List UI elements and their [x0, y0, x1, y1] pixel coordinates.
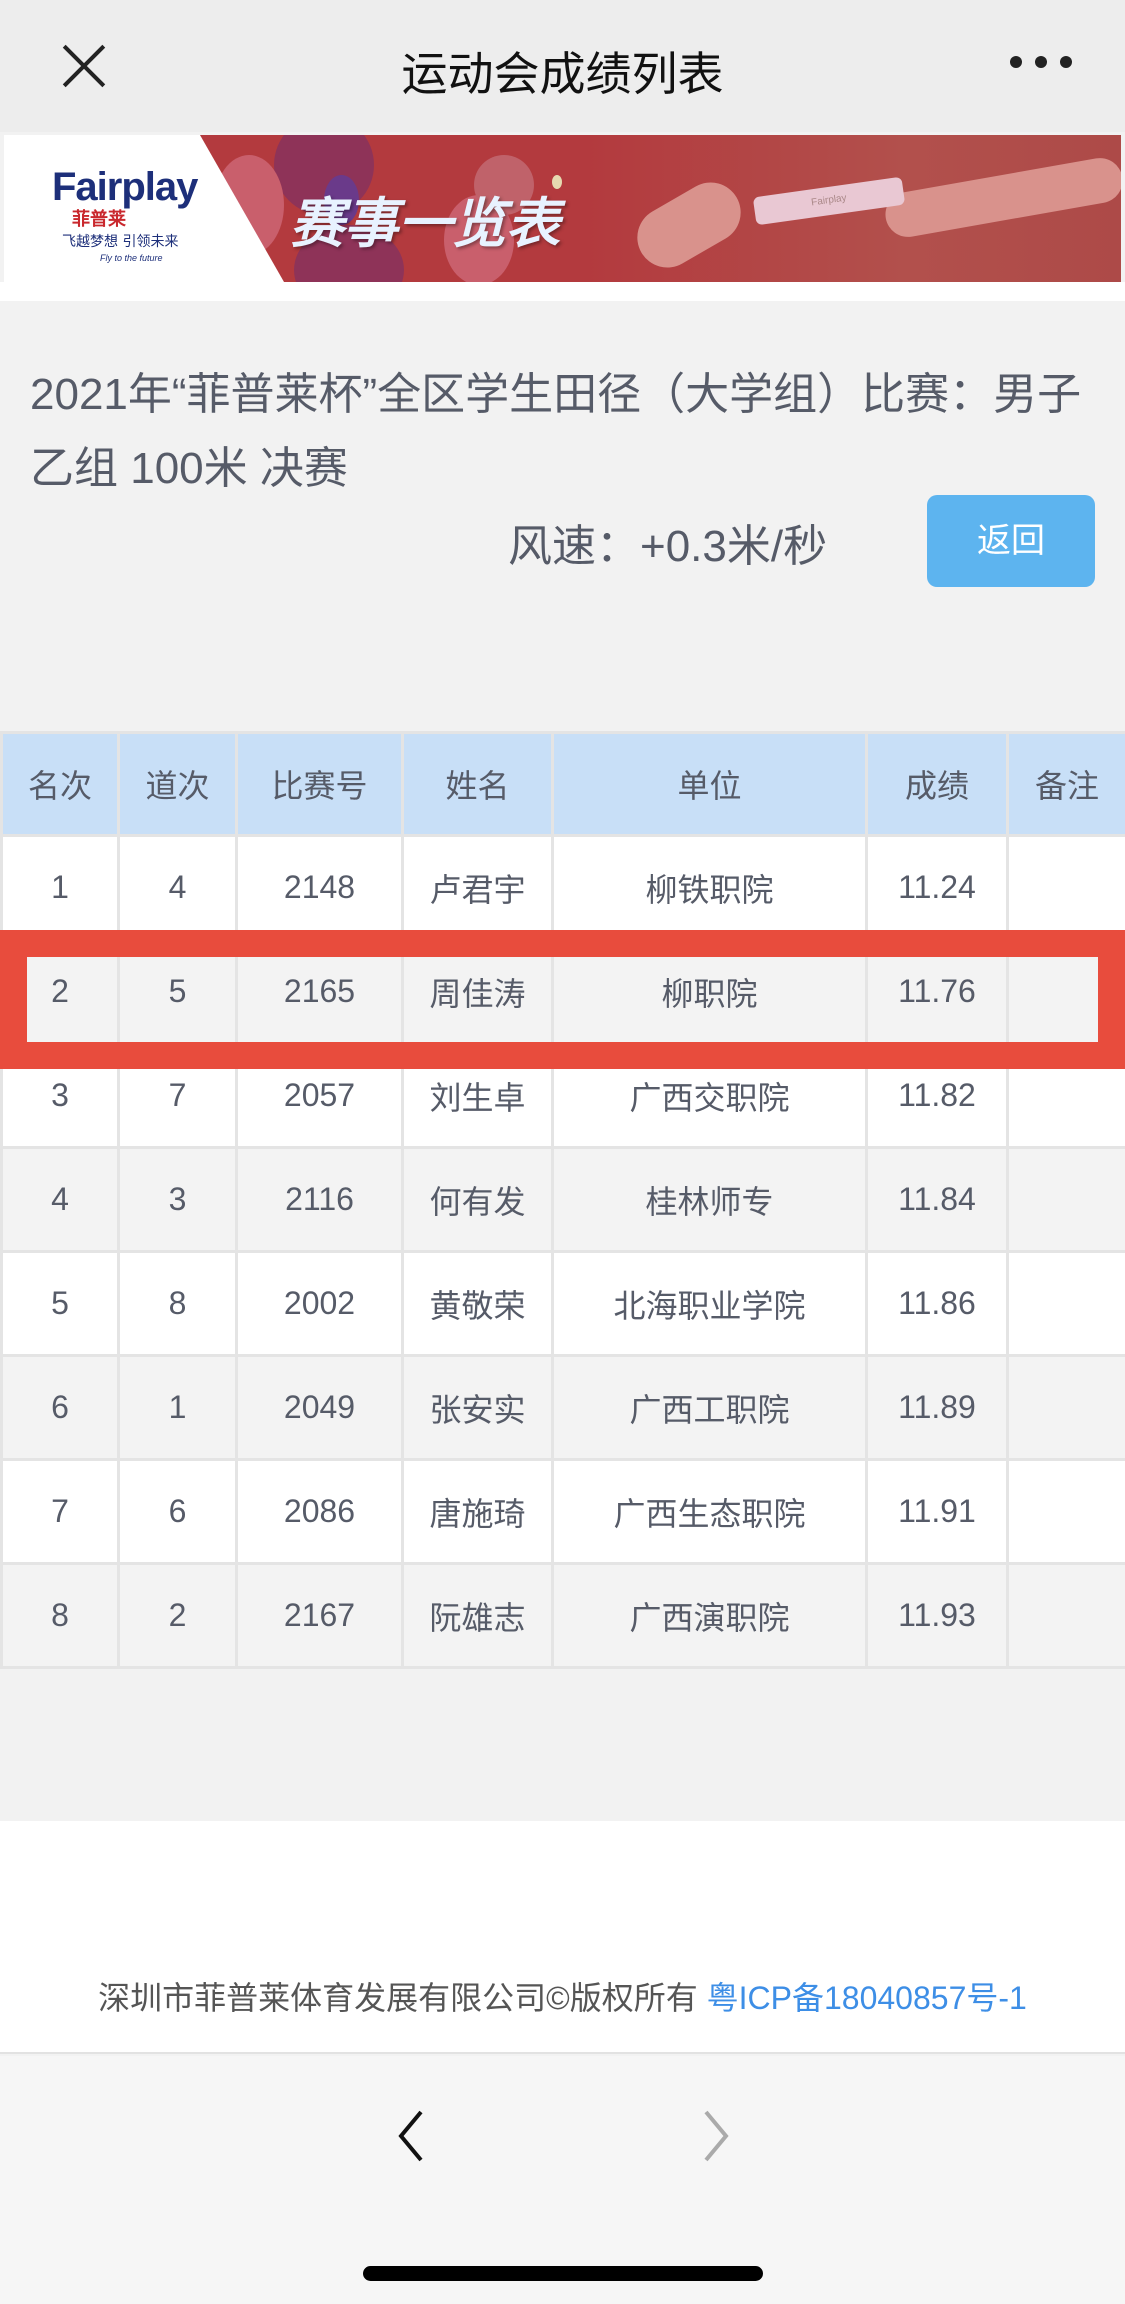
decor-circle [324, 175, 359, 225]
table-cell: 4 [117, 834, 238, 941]
table-cell: 何有发 [401, 1146, 554, 1253]
table-cell [1006, 1042, 1125, 1149]
table-cell: 广西工职院 [551, 1354, 868, 1461]
table-cell: 11.76 [865, 938, 1009, 1045]
page-title: 运动会成绩列表 [401, 48, 724, 100]
fairplay-logo: Fairplay [52, 165, 198, 209]
column-header: 备注 [1006, 731, 1125, 837]
table-cell: 阮雄志 [401, 1562, 554, 1669]
table-row: 5 8 2002 黄敬荣 北海职业学院 11.86 [0, 1250, 1125, 1357]
tagline: Fly to the future [100, 253, 163, 263]
table-cell: 2002 [235, 1250, 404, 1357]
more-dots-icon[interactable] [1010, 56, 1072, 72]
decor-dot [552, 175, 562, 189]
table-cell: 2116 [235, 1146, 404, 1253]
table-cell [1006, 938, 1125, 1045]
table-cell: 2165 [235, 938, 404, 1045]
table-cell: 周佳涛 [401, 938, 554, 1045]
table-cell: 5 [117, 938, 238, 1045]
browser-toolbar [0, 2056, 1125, 2304]
results-table: 名次 道次 比赛号 姓名 单位 成绩 备注 1 4 2148 卢君宇 柳铁职院 11.24 2 5 2165… [0, 731, 1125, 1669]
table-cell: 7 [0, 1458, 120, 1565]
table-row: 2 5 2165 周佳涛 柳职院 11.76 [0, 938, 1125, 1045]
table-cell: 11.86 [865, 1250, 1009, 1357]
column-header: 成绩 [865, 731, 1009, 837]
table-cell: 6 [117, 1458, 238, 1565]
chevron-right-icon[interactable] [694, 2106, 734, 2166]
table-cell: 11.93 [865, 1562, 1009, 1669]
table-cell: 3 [117, 1146, 238, 1253]
back-button[interactable]: 返回 [927, 495, 1095, 587]
home-indicator[interactable] [363, 2266, 763, 2281]
table-cell: 2 [0, 938, 120, 1045]
table-row: 8 2 2167 阮雄志 广西演职院 11.93 [0, 1562, 1125, 1669]
nav-bar: 运动会成绩列表 [0, 0, 1125, 132]
table-cell: 广西交职院 [551, 1042, 868, 1149]
table-cell: 唐施琦 [401, 1458, 554, 1565]
column-header: 比赛号 [235, 731, 404, 837]
table-cell: 11.82 [865, 1042, 1009, 1149]
banner-title: 赛事一览表 [290, 194, 560, 254]
table-cell: 2049 [235, 1354, 404, 1461]
table-cell: 2148 [235, 834, 404, 941]
spacer [0, 282, 1125, 301]
table-cell: 张安实 [401, 1354, 554, 1461]
table-cell: 11.89 [865, 1354, 1009, 1461]
copyright: 深圳市菲普莱体育发展有限公司©版权所有 [98, 1980, 698, 2016]
decor-circle [474, 155, 534, 215]
table-cell [1006, 1250, 1125, 1357]
wind-speed: 风速：+0.3米/秒 [508, 522, 828, 571]
table-cell: 11.24 [865, 834, 1009, 941]
table-row: 4 3 2116 何有发 桂林师专 11.84 [0, 1146, 1125, 1253]
slogan: 飞越梦想 引领未来 [62, 234, 179, 250]
footer: 深圳市菲普莱体育发展有限公司©版权所有 粤ICP备18040857号-1 [0, 1821, 1125, 2054]
table-cell: 2057 [235, 1042, 404, 1149]
table-cell: 11.84 [865, 1146, 1009, 1253]
table-cell [1006, 1458, 1125, 1565]
table-cell: 5 [0, 1250, 120, 1357]
icp-link[interactable]: 粤ICP备18040857号-1 [706, 1980, 1027, 2016]
table-cell: 卢君宇 [401, 834, 554, 941]
table-cell: 北海职业学院 [551, 1250, 868, 1357]
table-cell [1006, 1354, 1125, 1461]
table-row: 7 6 2086 唐施琦 广西生态职院 11.91 [0, 1458, 1125, 1565]
table-cell: 桂林师专 [551, 1146, 868, 1253]
table-header: 名次 道次 比赛号 姓名 单位 成绩 备注 [0, 731, 1125, 837]
column-header: 姓名 [401, 731, 554, 837]
table-row: 1 4 2148 卢君宇 柳铁职院 11.24 [0, 834, 1125, 941]
table-cell: 1 [117, 1354, 238, 1461]
table-cell: 8 [0, 1562, 120, 1669]
table-cell [1006, 1146, 1125, 1253]
table-cell: 8 [117, 1250, 238, 1357]
table-cell: 黄敬荣 [401, 1250, 554, 1357]
table-cell: 7 [117, 1042, 238, 1149]
table-cell: 3 [0, 1042, 120, 1149]
table-cell: 2 [117, 1562, 238, 1669]
footer-text: 深圳市菲普莱体育发展有限公司©版权所有 粤ICP备18040857号-1 [0, 1973, 1125, 2019]
table-cell [1006, 1562, 1125, 1669]
table-cell: 1 [0, 834, 120, 941]
table-cell: 柳职院 [551, 938, 868, 1045]
column-header: 道次 [117, 731, 238, 837]
table-cell [1006, 834, 1125, 941]
table-cell: 广西生态职院 [551, 1458, 868, 1565]
column-header: 名次 [0, 731, 120, 837]
column-header: 单位 [551, 731, 868, 837]
table-row: 6 1 2049 张安实 广西工职院 11.89 [0, 1354, 1125, 1461]
event-title: 2021年“菲普莱杯”全区学生田径（大学组）比赛：男子乙组 100米 决赛 [30, 370, 1082, 493]
table-cell: 2167 [235, 1562, 404, 1669]
table-cell: 4 [0, 1146, 120, 1253]
table-cell: 广西演职院 [551, 1562, 868, 1669]
table-cell: 11.91 [865, 1458, 1009, 1565]
banner: Fairplay 菲普莱 飞越梦想 引领未来 Fly to the future… [4, 135, 1121, 282]
table-row: 3 7 2057 刘生卓 广西交职院 11.82 [0, 1042, 1125, 1149]
chevron-left-icon[interactable] [393, 2106, 433, 2166]
table-cell: 柳铁职院 [551, 834, 868, 941]
table-cell: 2086 [235, 1458, 404, 1565]
logo-cn: 菲普莱 [72, 209, 126, 229]
table-cell: 刘生卓 [401, 1042, 554, 1149]
table-cell: 6 [0, 1354, 120, 1461]
